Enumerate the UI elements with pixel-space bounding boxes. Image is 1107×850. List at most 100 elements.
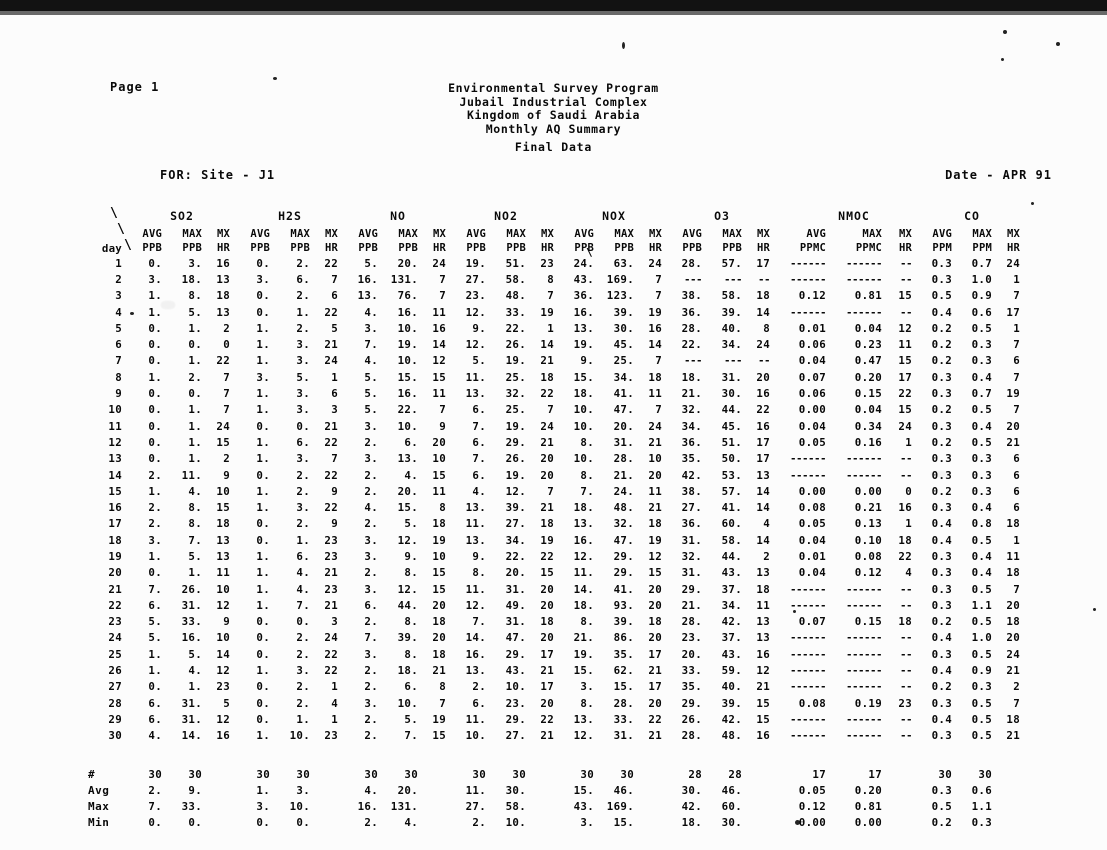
day-cell: 8 — [115, 370, 122, 384]
cell-o3-mx: 17 — [756, 256, 770, 270]
summary-row-label: Avg — [88, 783, 110, 797]
cell-nmoc-avg: ------ — [789, 452, 827, 466]
cell-no2-avg: 19. — [465, 256, 486, 270]
cell-nmoc-mx: -- — [899, 664, 913, 678]
cell-o3-max: 37. — [721, 582, 742, 596]
cell-o3-max: 57. — [721, 484, 742, 498]
cell-no2-mx: 20 — [540, 598, 554, 612]
cell-no-max: 19. — [397, 338, 418, 352]
cell-o3-mx: 20 — [756, 370, 770, 384]
cell-no-mx: 15 — [432, 370, 446, 384]
table-row: 21 7. 26. 10 1. 4. 23 3. 12. 15 11. 31. 20 14. 41. 20 29… — [88, 581, 1020, 597]
cell-no2-mx: 18 — [540, 370, 554, 384]
cell-h2s-avg: 1. — [256, 338, 270, 352]
cell-o3-avg: 28. — [681, 615, 702, 629]
cell-so2-max: 1. — [188, 452, 202, 466]
day-header: day — [101, 241, 122, 255]
cell-no-mx: 18 — [432, 615, 446, 629]
summary-o3-max: 46. — [721, 783, 742, 797]
cell-no-avg: 3. — [364, 533, 378, 547]
cell-no-avg: 2. — [364, 680, 378, 694]
cell-so2-avg: 0. — [148, 435, 162, 449]
cell-no-mx: 11 — [432, 305, 446, 319]
cell-no2-avg: 8. — [472, 566, 486, 580]
cell-nmoc-mx: 15 — [898, 354, 912, 368]
cell-no2-mx: 18 — [540, 615, 554, 629]
summary-no2-avg: 11. — [465, 783, 486, 797]
cell-h2s-max: 3. — [296, 501, 310, 515]
scan-speck — [793, 610, 796, 613]
cell-nmoc-max: ------ — [845, 647, 883, 661]
summary-nox-avg: 3. — [580, 816, 594, 830]
cell-nmoc-max: ------ — [845, 468, 883, 482]
cell-nmoc-avg: 0.00 — [798, 403, 826, 417]
cell-nox-mx: 24 — [648, 419, 662, 433]
cell-so2-avg: 0. — [148, 452, 162, 466]
summary-no-max: 4. — [404, 816, 418, 830]
cell-no-max: 44. — [397, 598, 418, 612]
cell-no-max: 22. — [397, 403, 418, 417]
cell-nmoc-mx: -- — [899, 272, 913, 286]
cell-co-max: 0.3 — [971, 338, 992, 352]
cell-nox-mx: 18 — [648, 370, 662, 384]
table-row: 4 1. 5. 13 0. 1. 22 4. 16. 11 12. 33. 19 16. 39. 19 36. 3… — [88, 304, 1020, 320]
day-cell: 11 — [108, 419, 122, 433]
cell-h2s-max: 2. — [296, 468, 310, 482]
corner-slash-4: \ — [586, 246, 593, 259]
cell-h2s-max: 6. — [296, 549, 310, 563]
cell-co-avg: 0.3 — [931, 696, 952, 710]
cell-so2-mx: 16 — [216, 729, 230, 743]
cell-no2-max: 26. — [505, 338, 526, 352]
cell-nox-mx: 24 — [648, 256, 662, 270]
cell-o3-mx: 11 — [756, 598, 770, 612]
summary-co-max: 0.6 — [971, 783, 992, 797]
summary-no2-max: 30 — [512, 767, 526, 781]
cell-no2-max: 19. — [505, 354, 526, 368]
cell-nmoc-max: 0.34 — [854, 419, 882, 433]
cell-no2-mx: 21 — [540, 435, 554, 449]
cell-no-max: 15. — [397, 501, 418, 515]
cell-so2-max: 26. — [181, 582, 202, 596]
summary-no-avg: 4. — [364, 783, 378, 797]
cell-no-max: 5. — [404, 517, 418, 531]
scan-speck — [1001, 58, 1004, 61]
cell-nmoc-max: 0.23 — [854, 338, 882, 352]
cell-nmoc-avg: ------ — [789, 305, 827, 319]
cell-co-max: 0.7 — [971, 387, 992, 401]
summary-so2-avg: 2. — [148, 783, 162, 797]
cell-no-mx: 16 — [432, 321, 446, 335]
cell-co-max: 0.5 — [971, 435, 992, 449]
cell-h2s-mx: 24 — [324, 354, 338, 368]
cell-nox-mx: 21 — [648, 664, 662, 678]
day-cell: 27 — [108, 680, 122, 694]
cell-no2-max: 58. — [505, 272, 526, 286]
title-line-4: Monthly AQ Summary — [485, 121, 622, 136]
day-cell: 13 — [108, 452, 122, 466]
cell-nmoc-mx: 15 — [898, 289, 912, 303]
header-max-nmoc: MAX — [862, 228, 882, 240]
cell-co-avg: 0.4 — [931, 305, 952, 319]
cell-o3-mx: 13 — [756, 615, 770, 629]
cell-co-mx: 7 — [1013, 582, 1020, 596]
cell-h2s-max: 3. — [296, 452, 310, 466]
cell-so2-mx: 2 — [223, 321, 230, 335]
cell-nmoc-avg: 0.04 — [798, 419, 826, 433]
cell-o3-max: 34. — [721, 598, 742, 612]
cell-o3-mx: -- — [757, 354, 771, 368]
units-max-co: PPM — [972, 242, 992, 254]
cell-o3-max: 37. — [721, 631, 742, 645]
units-hr-co: HR — [1006, 242, 1020, 254]
cell-so2-max: 8. — [188, 517, 202, 531]
cell-no2-max: 23. — [505, 696, 526, 710]
cell-no2-mx: 15 — [540, 566, 554, 580]
cell-no-max: 12. — [397, 582, 418, 596]
summary-o3-max: 28 — [728, 767, 742, 781]
cell-o3-mx: 16 — [756, 387, 770, 401]
cell-h2s-avg: 0. — [256, 680, 270, 694]
summary-so2-mx — [202, 799, 230, 815]
table-row: 6 0. 0. 0 1. 3. 21 7. 19. 14 12. 26. 14 19. 45. 14 22. 34… — [88, 336, 1020, 352]
cell-no2-avg: 12. — [465, 598, 486, 612]
summary-h2s-max: 10. — [289, 800, 310, 814]
header-mx-nmoc: MX — [898, 228, 912, 240]
cell-no-avg: 3. — [364, 582, 378, 596]
